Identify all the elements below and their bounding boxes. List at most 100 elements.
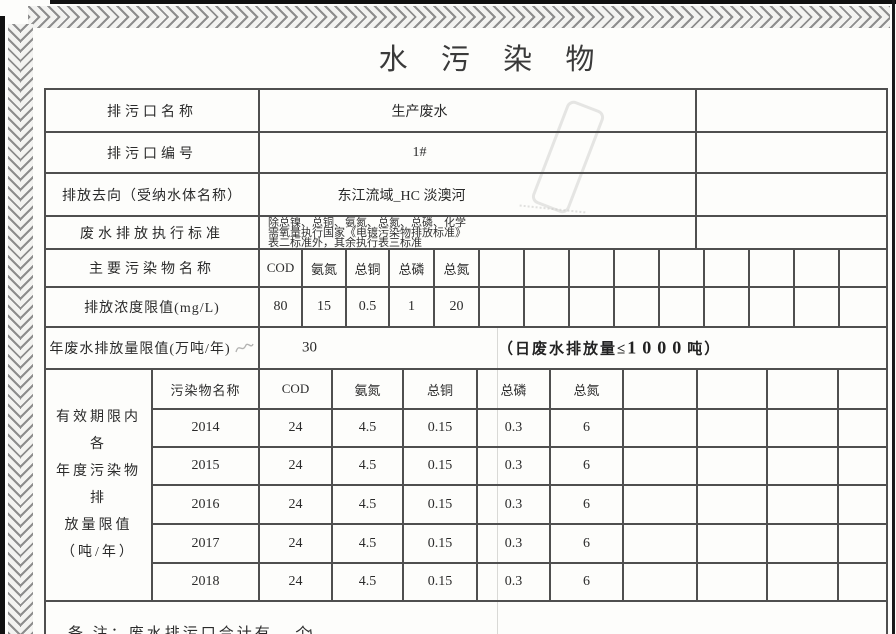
table-row: 2016 24 4.5 0.15 0.3 6 [45, 484, 888, 525]
empty-cell [838, 286, 888, 328]
pollutant-names-label: 主要污染物名称 [44, 248, 260, 288]
empty-cell [696, 368, 768, 410]
footer-note-table: 备 注：废水排污口合计有___个1 [44, 600, 888, 634]
limit-value: 24 [258, 523, 333, 564]
concentration-value: 0.5 [345, 286, 390, 328]
table-row: 废水排放执行标准 除总镍、总铜、氨氮、总氮、总磷、化学 需氧量执行国家《电镀污染… [44, 215, 888, 250]
empty-cell [793, 286, 840, 328]
discharge-destination-label: 排放去向（受纳水体名称） [44, 172, 260, 217]
empty-cell [766, 562, 839, 602]
decorative-chevron-border-left [8, 24, 33, 634]
concentration-value: 15 [301, 286, 347, 328]
empty-cell [837, 484, 888, 525]
pollutant-name: COD [258, 248, 303, 288]
empty-cell [837, 408, 888, 448]
limit-value: 0.15 [402, 408, 478, 448]
column-header: 总氮 [549, 368, 624, 410]
empty-cell [766, 484, 839, 525]
empty-cell [696, 408, 768, 448]
empty-cell [478, 286, 525, 328]
limit-value: 4.5 [331, 562, 404, 602]
empty-cell [695, 215, 888, 250]
table-row: 排污口名称 生产废水 [44, 88, 888, 133]
empty-cell [838, 248, 888, 288]
empty-cell [837, 523, 888, 564]
limit-value: 0.3 [476, 408, 551, 448]
table-row: 2017 24 4.5 0.15 0.3 6 [45, 523, 888, 564]
outlet-number-value: 1# [258, 131, 697, 174]
annual-limit-table: 年废水排放量限值(万吨/年) 30 （日废水排放量≤1000吨） [44, 326, 888, 370]
concentration-value: 80 [258, 286, 303, 328]
scan-edge-top [50, 0, 896, 4]
table-row: 排放去向（受纳水体名称） 东江流域_HC 淡澳河 [44, 172, 888, 217]
empty-cell [748, 248, 795, 288]
permit-table: 排污口名称 生产废水 排污口编号 1# 排放去向（受纳水体名称） 东江流域_HC… [44, 88, 888, 634]
limit-value: 24 [258, 484, 333, 525]
table-row: 年废水排放量限值(万吨/年) 30 （日废水排放量≤1000吨） [44, 326, 888, 370]
empty-cell [622, 368, 698, 410]
yearly-limits-table: 有效期限内各 年度污染物排 放量限值 （吨/年） 污染物名称 COD 氨氮 总铜… [44, 368, 888, 602]
column-header: 氨氮 [331, 368, 404, 410]
limit-value: 6 [549, 523, 624, 564]
limit-value: 6 [549, 562, 624, 602]
limit-value: 0.15 [402, 562, 478, 602]
empty-cell [837, 368, 888, 410]
year-label: 2014 [151, 408, 260, 448]
empty-cell [622, 484, 698, 525]
handwritten-count: 1 [306, 626, 316, 634]
table-row: 2014 24 4.5 0.15 0.3 6 [45, 408, 888, 448]
table-row: 2015 24 4.5 0.15 0.3 6 [45, 446, 888, 486]
limit-value: 24 [258, 446, 333, 486]
table-row: 排放浓度限值(mg/L) 80 15 0.5 1 20 [44, 286, 888, 328]
table-row: 主要污染物名称 COD 氨氮 总铜 总磷 总氮 [44, 248, 888, 288]
table-row: 排污口编号 1# [44, 131, 888, 174]
empty-cell [568, 286, 615, 328]
empty-cell [695, 131, 888, 174]
annual-limit-value-cell: 30 （日废水排放量≤1000吨） [258, 326, 888, 370]
limit-value: 0.3 [476, 523, 551, 564]
page-title: 水 污 染 物 [378, 44, 608, 76]
empty-cell [658, 286, 705, 328]
empty-cell [622, 523, 698, 564]
table-row: 备 注：废水排污口合计有___个1 [44, 600, 888, 634]
empty-cell [793, 248, 840, 288]
pollutant-name: 总磷 [388, 248, 435, 288]
limit-value: 24 [258, 562, 333, 602]
empty-cell [766, 446, 839, 486]
outlet-name-value: 生产废水 [258, 88, 697, 133]
empty-cell [696, 446, 768, 486]
empty-cell [703, 248, 750, 288]
standard-label: 废水排放执行标准 [44, 215, 260, 250]
limit-value: 6 [549, 446, 624, 486]
standard-line: 需氧量执行国家《电镀污染物排放标准》 [268, 227, 466, 239]
empty-cell [766, 368, 839, 410]
limit-value: 0.3 [476, 562, 551, 602]
empty-cell [696, 562, 768, 602]
year-label: 2017 [151, 523, 260, 564]
pollutant-name-header: 污染物名称 [151, 368, 260, 410]
discharge-destination-value: 东江流域_HC 淡澳河 [258, 172, 697, 217]
empty-cell [748, 286, 795, 328]
footer-note: 备 注：废水排污口合计有___个1 [44, 600, 888, 634]
limit-value: 0.15 [402, 523, 478, 564]
empty-cell [613, 286, 660, 328]
concentration-value: 20 [433, 286, 480, 328]
pollutant-name: 氨氮 [301, 248, 347, 288]
concentration-table: 主要污染物名称 COD 氨氮 总铜 总磷 总氮 排放浓度限值(mg/L) 80 … [44, 248, 888, 328]
limit-value: 4.5 [331, 446, 404, 486]
info-table: 排污口名称 生产废水 排污口编号 1# 排放去向（受纳水体名称） 东江流域_HC… [44, 88, 888, 250]
empty-cell [622, 562, 698, 602]
pollutant-name: 总铜 [345, 248, 390, 288]
limit-value: 0.15 [402, 484, 478, 525]
decorative-chevron-border-top [28, 6, 890, 28]
year-label: 2016 [151, 484, 260, 525]
concentration-value: 1 [388, 286, 435, 328]
table-row: 有效期限内各 年度污染物排 放量限值 （吨/年） 污染物名称 COD 氨氮 总铜… [44, 368, 888, 602]
limit-value: 0.3 [476, 484, 551, 525]
column-header: 总磷 [476, 368, 551, 410]
limit-value: 6 [549, 484, 624, 525]
empty-cell [523, 248, 570, 288]
yearly-limits-side-label: 有效期限内各 年度污染物排 放量限值 （吨/年） [44, 368, 153, 602]
year-label: 2015 [151, 446, 260, 486]
